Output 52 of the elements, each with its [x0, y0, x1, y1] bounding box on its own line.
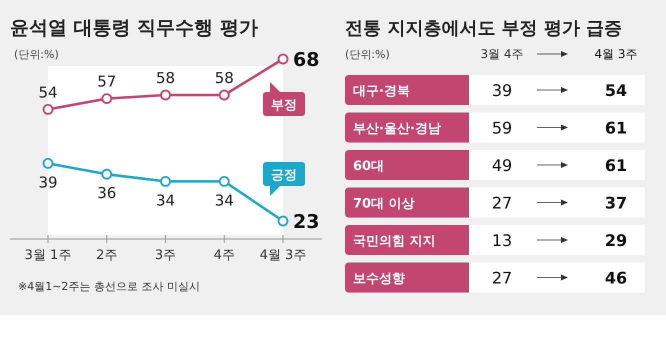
data-label: 58: [156, 69, 176, 87]
x-tick-label: 3주: [154, 248, 176, 263]
data-label: 49: [492, 156, 512, 175]
data-label: 27: [492, 194, 512, 212]
data-label: 58: [214, 69, 234, 87]
data-label: 23: [293, 211, 320, 233]
x-tick-label: 4주: [214, 248, 235, 263]
data-label: 39: [492, 81, 512, 100]
x-tick-label: 2주: [96, 248, 118, 263]
point: [42, 158, 54, 169]
point: [218, 90, 230, 100]
series-label: 긍정: [271, 168, 297, 183]
data-label: 27: [492, 268, 512, 288]
text: ※4월1~2주는 총선으로 조사 미실시: [18, 280, 200, 293]
data-label: 46: [604, 268, 628, 288]
data-label: 54: [38, 83, 58, 102]
category-label: 보수성향: [353, 272, 405, 286]
category-label: 대구·경북: [353, 84, 410, 99]
category-label: 60대: [353, 159, 384, 174]
chart-title: 윤석열 대통령 직무수행 평가: [10, 17, 258, 39]
point: [160, 176, 171, 187]
data-label: 13: [492, 231, 512, 250]
x-tick-label: 3월 1주: [24, 248, 72, 263]
point: [42, 104, 54, 115]
point: [160, 90, 171, 100]
data-label: 61: [604, 118, 628, 138]
category-label: 국민의힘 지지: [353, 234, 436, 249]
category-label: 70대 이상: [353, 196, 415, 212]
data-label: 29: [604, 231, 628, 250]
data-label: 61: [604, 156, 628, 175]
text: (단위:%): [345, 48, 390, 61]
point: [101, 93, 112, 104]
data-label: 36: [97, 184, 116, 202]
data-label: 57: [97, 72, 116, 91]
data-label: 39: [38, 173, 58, 192]
point: [278, 216, 288, 226]
point: [278, 54, 288, 64]
point: [218, 176, 230, 187]
data-label: 68: [293, 49, 320, 71]
data-label: 59: [492, 118, 512, 138]
data-label: 34: [214, 191, 234, 210]
x-tick-label: 4월 3주: [260, 248, 306, 263]
data-label: 37: [604, 194, 628, 212]
chart-subtitle: (단위:%): [14, 48, 59, 61]
legend-label: 부정: [271, 98, 297, 113]
data-label: 54: [604, 81, 628, 100]
point: [101, 168, 112, 180]
category-label: 부산·울산·경남: [353, 122, 441, 136]
series-label: 3월 4주: [480, 47, 524, 61]
legend-label: 4월 3주: [594, 47, 638, 61]
text: 전통 지지층에서도 부정 평가 급증: [345, 18, 622, 39]
data-label: 34: [156, 191, 176, 210]
